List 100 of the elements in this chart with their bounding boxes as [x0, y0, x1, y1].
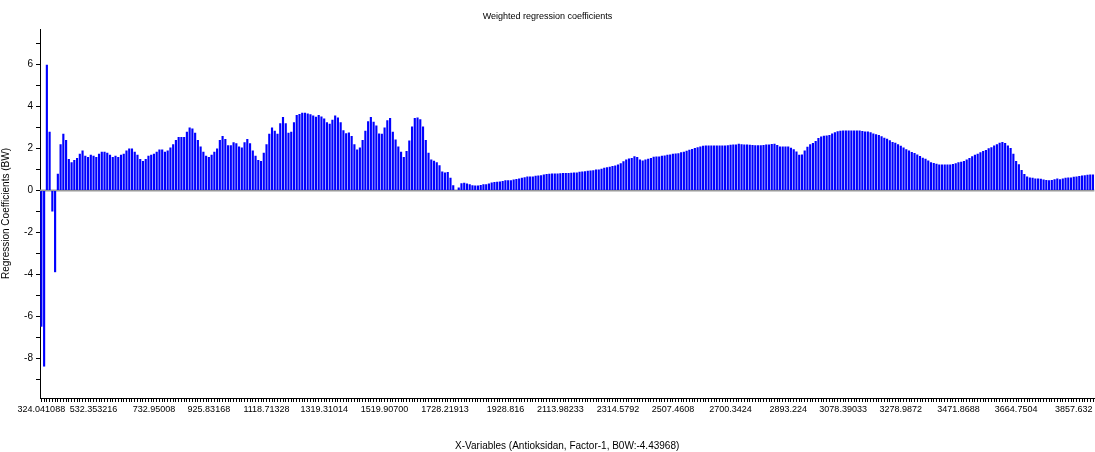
- bar: [710, 145, 713, 190]
- bar: [748, 144, 751, 190]
- bar: [894, 142, 897, 190]
- bar: [174, 140, 177, 190]
- bar: [320, 116, 323, 190]
- bar: [84, 155, 87, 190]
- bar: [89, 154, 92, 190]
- bar: [795, 151, 798, 190]
- bar: [696, 147, 699, 190]
- bar: [108, 154, 112, 190]
- bar: [95, 156, 98, 190]
- bar: [858, 130, 861, 190]
- y-tick-label: -6: [24, 309, 34, 321]
- bar: [594, 169, 598, 190]
- x-tick-label: 2314.5792: [596, 403, 640, 414]
- bar: [583, 171, 587, 190]
- bar: [482, 184, 485, 190]
- x-tick-label: 2700.3424: [709, 403, 752, 414]
- bar: [976, 153, 979, 190]
- bar: [773, 143, 776, 190]
- bar: [625, 159, 628, 190]
- bar: [968, 157, 971, 190]
- bar: [839, 130, 842, 190]
- x-tick-label: 532.353216: [69, 403, 118, 414]
- bar: [800, 154, 804, 190]
- bar: [699, 146, 702, 190]
- bar: [803, 150, 806, 190]
- bar: [246, 139, 249, 190]
- bar: [534, 175, 537, 190]
- bar: [732, 144, 735, 190]
- bar: [756, 145, 760, 190]
- bar: [1067, 177, 1070, 190]
- bar: [1058, 179, 1062, 190]
- bar: [432, 160, 436, 190]
- x-tick-label: 3471.8688: [937, 403, 980, 414]
- bar: [765, 144, 768, 190]
- bar: [792, 149, 795, 190]
- bar: [883, 137, 886, 190]
- bar: [778, 146, 782, 190]
- bar: [754, 145, 757, 190]
- bar: [177, 136, 180, 190]
- bar: [737, 143, 740, 190]
- bar: [232, 142, 235, 190]
- bar: [935, 163, 938, 190]
- bar: [188, 127, 191, 190]
- bar: [111, 156, 114, 190]
- bar: [891, 142, 894, 190]
- bar: [306, 113, 309, 190]
- bar: [1031, 177, 1034, 190]
- bar: [474, 185, 477, 190]
- x-tick-label: 3857.632: [1055, 403, 1093, 414]
- bar: [270, 127, 274, 190]
- bar: [133, 151, 136, 190]
- x-tick-label: 1728.21913: [421, 403, 469, 414]
- bar: [312, 115, 315, 190]
- x-tick-label: 1319.31014: [300, 403, 348, 414]
- bar: [169, 147, 172, 190]
- bar: [523, 177, 526, 190]
- bar: [1075, 176, 1078, 190]
- bar: [328, 123, 331, 190]
- bar: [817, 138, 820, 190]
- bar: [850, 130, 853, 190]
- bar: [281, 117, 285, 190]
- bar: [45, 64, 48, 190]
- bar: [627, 158, 631, 190]
- bar: [125, 150, 128, 190]
- bar: [1001, 142, 1004, 190]
- bar: [570, 172, 573, 190]
- bar: [630, 157, 633, 190]
- bar: [254, 155, 257, 190]
- bar: [70, 162, 73, 190]
- bar: [979, 152, 982, 190]
- bar: [924, 158, 927, 190]
- bar: [479, 184, 482, 190]
- bar: [798, 154, 801, 190]
- bar: [1083, 175, 1086, 190]
- bar: [92, 155, 95, 190]
- bar: [54, 190, 57, 273]
- bar: [413, 118, 416, 190]
- bar: [899, 145, 902, 190]
- bar: [946, 164, 949, 190]
- x-tick-label: 1118.71328: [243, 403, 290, 414]
- bar: [97, 153, 101, 190]
- bar: [1056, 178, 1059, 190]
- bar: [655, 156, 658, 190]
- bar: [592, 170, 595, 190]
- bar: [784, 146, 787, 190]
- bar: [81, 150, 84, 190]
- bar: [152, 153, 156, 190]
- bar: [1091, 174, 1095, 190]
- bar: [688, 149, 691, 190]
- bar: [224, 139, 227, 190]
- bar: [743, 144, 746, 190]
- y-tick-label: -2: [24, 226, 34, 238]
- bar: [880, 136, 883, 190]
- bar: [375, 125, 378, 190]
- bar: [317, 114, 320, 190]
- bar: [905, 149, 908, 190]
- bar: [117, 156, 120, 190]
- bar: [386, 120, 389, 190]
